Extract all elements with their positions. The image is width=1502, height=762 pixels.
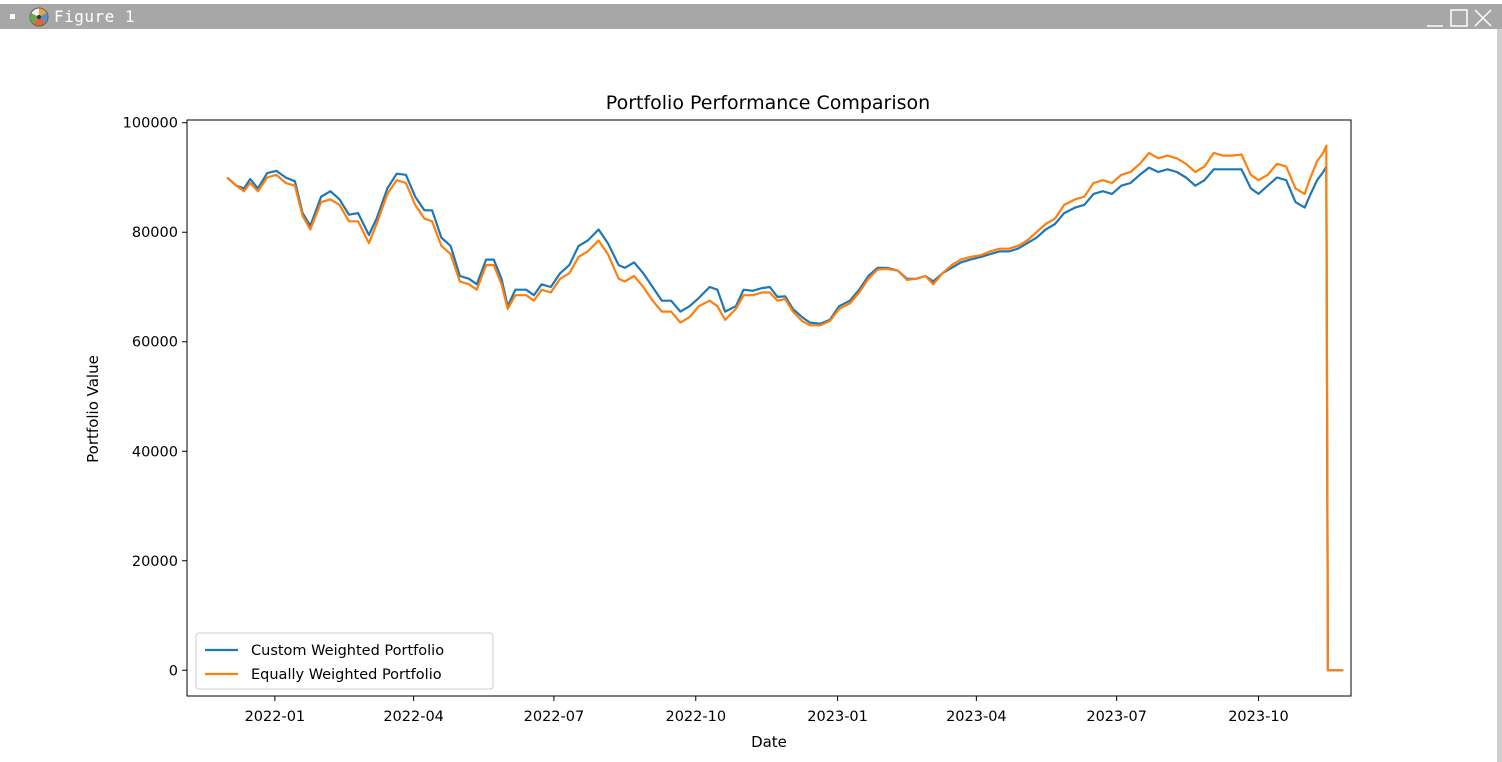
y-tick-label: 80000 [132,225,178,241]
window-title: Figure 1 [54,7,136,26]
window-right-border [1497,29,1502,762]
series-line-equally-weighted [226,144,1344,672]
legend-label: Custom Weighted Portfolio [251,643,444,659]
y-tick-label: 0 [169,663,178,679]
x-tick-label: 2022-01 [245,709,306,725]
legend: Custom Weighted Portfolio Equally Weighte… [195,632,494,690]
y-tick-label: 60000 [132,335,178,351]
window-menu-icon[interactable] [10,14,15,19]
x-axis-label: Date [751,733,787,751]
series-lines [226,144,1344,672]
x-tick-label: 2022-10 [665,709,726,725]
legend-box [195,632,494,690]
x-tick-label: 2023-01 [807,709,868,725]
y-tick-label: 100000 [123,116,178,132]
x-tick-label: 2023-07 [1086,709,1147,725]
y-axis: 0 20000 40000 60000 80000 100000 [123,116,187,679]
x-tick-label: 2022-07 [524,709,585,725]
chart-title: Portfolio Performance Comparison [606,92,930,114]
legend-label: Equally Weighted Portfolio [251,667,442,683]
minimize-icon[interactable] [1424,7,1446,29]
figure-canvas[interactable]: Portfolio Performance Comparison 0 20000 4… [0,29,1497,762]
x-axis: 2022-01 2022-04 2022-07 2022-10 2023-01 2023-… [245,696,1289,725]
x-tick-label: 2023-04 [946,709,1007,725]
series-line-custom-weighted [226,165,1344,672]
window-titlebar[interactable]: Figure 1 [0,4,1502,29]
y-tick-label: 40000 [132,444,178,460]
y-tick-label: 20000 [132,554,178,570]
y-axis-label: Portfolio Value [84,355,102,463]
maximize-icon[interactable] [1448,7,1470,29]
matplotlib-logo-icon [29,7,49,27]
x-tick-label: 2022-04 [383,709,444,725]
axes-frame [186,119,1352,697]
x-tick-label: 2023-10 [1228,709,1289,725]
close-icon[interactable] [1472,7,1494,29]
window-top-edge [0,0,1502,4]
